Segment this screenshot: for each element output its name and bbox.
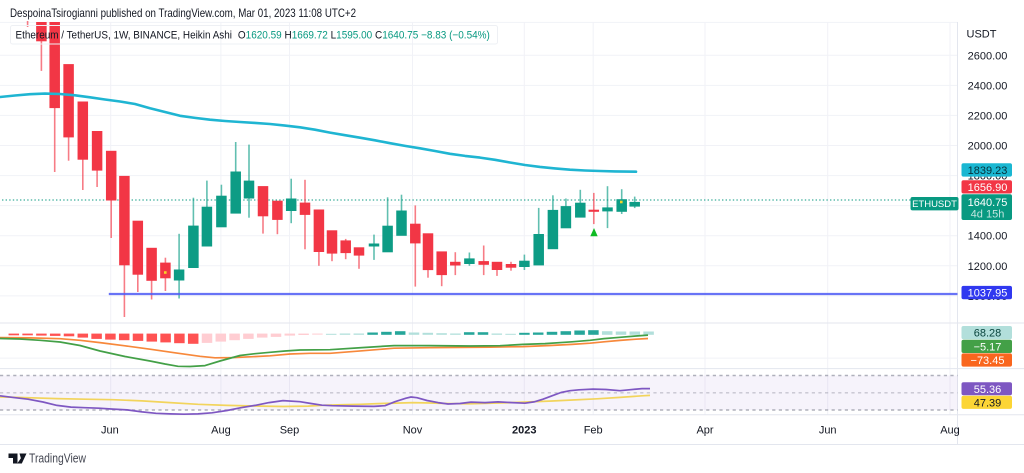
- svg-text:Feb: Feb: [584, 425, 603, 437]
- svg-text:DespoinaTsirogianni published: DespoinaTsirogianni published on Trading…: [10, 6, 356, 20]
- svg-text:O1620.59 H1669.72 L1595.00 C16: O1620.59 H1669.72 L1595.00 C1640.75 −8.8…: [238, 30, 490, 42]
- svg-text:1656.90: 1656.90: [968, 182, 1008, 194]
- svg-text:4d 15h: 4d 15h: [971, 208, 1005, 220]
- svg-text:2023: 2023: [512, 425, 536, 437]
- svg-text:55.36: 55.36: [974, 384, 1002, 396]
- svg-text:Aug: Aug: [211, 425, 231, 437]
- svg-text:1400.00: 1400.00: [968, 231, 1008, 243]
- svg-text:Ethereum / TetherUS, 1W, BINAN: Ethereum / TetherUS, 1W, BINANCE, Heikin…: [16, 30, 233, 42]
- svg-text:Apr: Apr: [696, 425, 713, 437]
- svg-text:2000.00: 2000.00: [968, 141, 1008, 153]
- svg-text:1839.23: 1839.23: [968, 165, 1008, 177]
- svg-text:−73.45: −73.45: [971, 355, 1005, 367]
- svg-text:2600.00: 2600.00: [968, 50, 1008, 62]
- svg-text:Jun: Jun: [101, 425, 119, 437]
- svg-text:−5.17: −5.17: [974, 341, 1002, 353]
- svg-text:1200.00: 1200.00: [968, 261, 1008, 273]
- svg-text:2200.00: 2200.00: [968, 110, 1008, 122]
- svg-text:1640.75: 1640.75: [968, 197, 1008, 209]
- svg-text:68.28: 68.28: [974, 328, 1002, 340]
- svg-text:1037.95: 1037.95: [968, 288, 1008, 300]
- svg-text:USDT: USDT: [967, 29, 997, 41]
- svg-text:2400.00: 2400.00: [968, 80, 1008, 92]
- svg-text:Sep: Sep: [280, 425, 300, 437]
- svg-text:Aug: Aug: [940, 425, 960, 437]
- svg-text:TradingView: TradingView: [29, 452, 87, 466]
- svg-text:Jun: Jun: [819, 425, 837, 437]
- svg-text:47.39: 47.39: [974, 397, 1002, 409]
- svg-text:ETHUSDT: ETHUSDT: [912, 199, 957, 210]
- svg-text:Nov: Nov: [403, 425, 423, 437]
